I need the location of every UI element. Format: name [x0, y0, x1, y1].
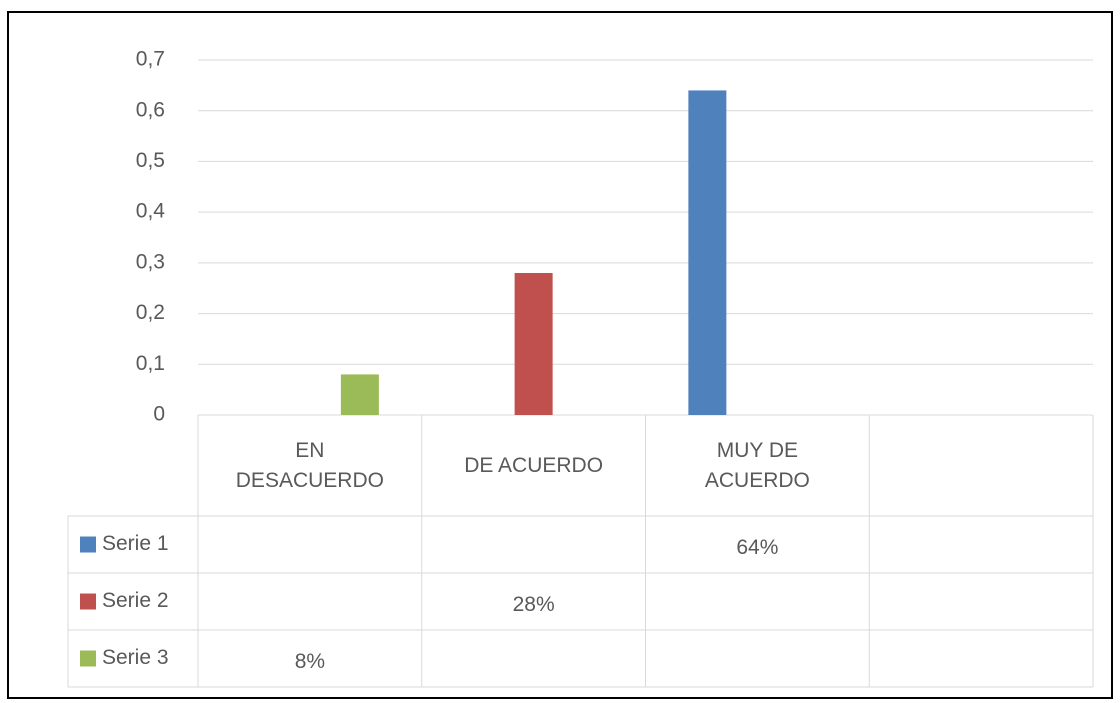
y-tick-label: 0,7 [136, 48, 165, 71]
legend-key [80, 593, 96, 610]
y-tick-label: 0 [153, 403, 165, 426]
legend-key [80, 650, 96, 667]
bar [514, 273, 553, 415]
y-tick-label: 0,6 [136, 98, 165, 121]
data-label: 8% [295, 650, 325, 673]
bar [688, 90, 727, 415]
legend-label: Serie 2 [102, 589, 169, 612]
x-tick-label: MUY DE ACUERDO [704, 438, 810, 492]
y-tick-label: 0,3 [136, 250, 165, 273]
y-tick-label: 0,1 [136, 352, 165, 375]
y-tick-label: 0,4 [136, 200, 166, 223]
y-tick-label: 0,2 [136, 301, 165, 324]
legend-label: Serie 1 [102, 532, 169, 555]
x-tick-label: EN DESACUERDO [235, 438, 384, 492]
x-tick-label: DE ACUERDO [464, 453, 604, 477]
bar [340, 374, 379, 415]
data-label: 28% [513, 593, 555, 616]
y-tick-label: 0,5 [136, 149, 165, 172]
legend-label: Serie 3 [102, 646, 169, 669]
legend-key [80, 536, 96, 553]
data-label: 64% [736, 536, 778, 559]
chart-border [7, 11, 1113, 699]
